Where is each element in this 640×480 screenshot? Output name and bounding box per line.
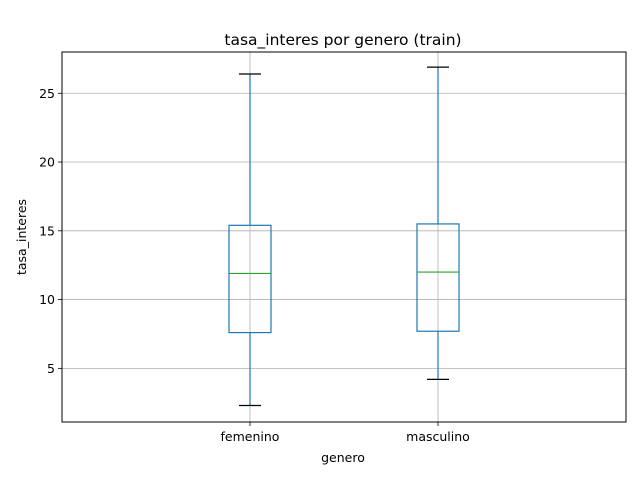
plot-frame — [61, 51, 627, 423]
tick-layer: 5 10 15 20 25 femenino masculino — [39, 86, 470, 444]
iqr-box — [416, 223, 460, 332]
x-axis-label: genero — [321, 450, 365, 465]
chart-title: tasa_interes por genero (train) — [224, 31, 461, 50]
x-tick-label: masculino — [406, 429, 470, 444]
y-tick-label: 15 — [39, 223, 55, 238]
y-tick-label: 25 — [39, 86, 55, 101]
y-tick-label: 5 — [47, 361, 55, 376]
box-femenino — [228, 73, 272, 407]
grid-layer — [62, 52, 626, 422]
iqr-box — [228, 224, 272, 334]
y-axis-label: tasa_interes — [14, 199, 29, 275]
box-layer — [228, 66, 460, 407]
x-tick-label: femenino — [221, 429, 280, 444]
y-tick-label: 20 — [39, 155, 55, 170]
y-tick-label: 10 — [39, 292, 55, 307]
box-masculino — [416, 66, 460, 380]
